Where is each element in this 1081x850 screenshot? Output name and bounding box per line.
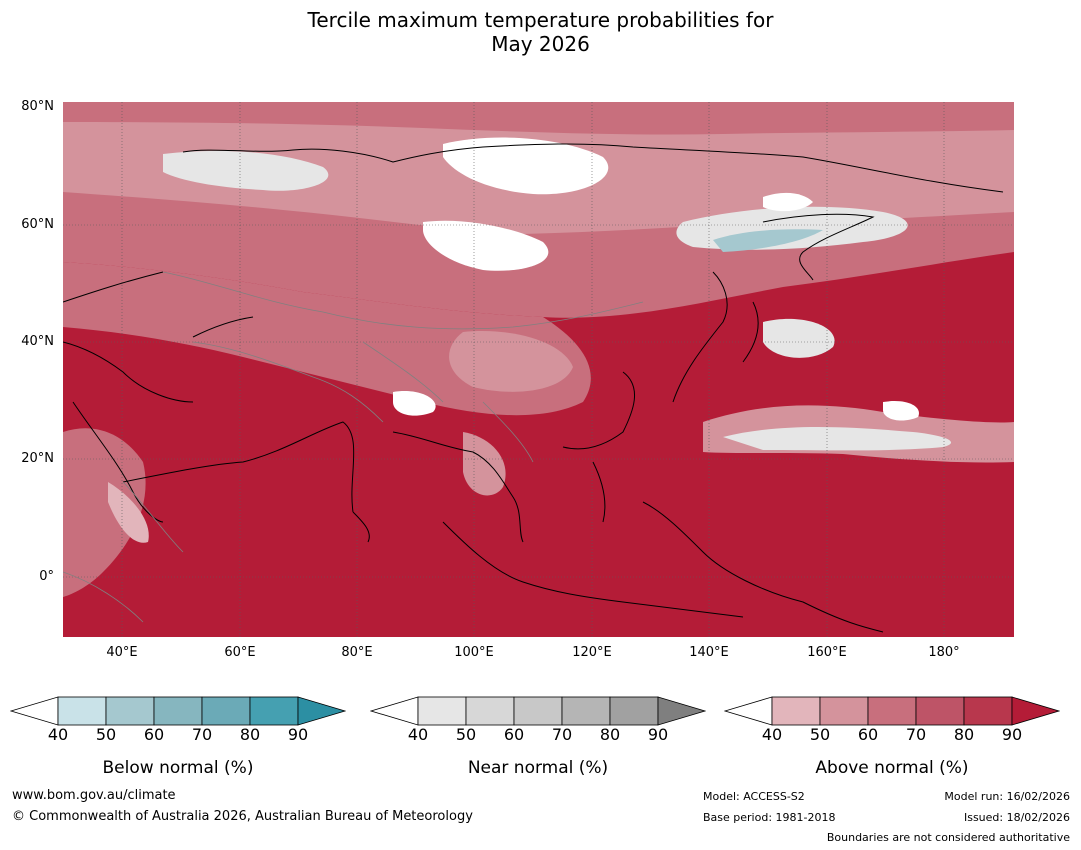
colorbar-above-bin-1 bbox=[771, 696, 821, 726]
title-line-2: May 2026 bbox=[491, 32, 590, 56]
colorbar-near-bin-3 bbox=[513, 696, 563, 726]
region-below-okhotsk bbox=[713, 229, 823, 252]
legend-below-title: Below normal (%) bbox=[102, 758, 254, 778]
map-coastlines bbox=[63, 143, 1004, 633]
colorbar-below-bin-2 bbox=[105, 696, 155, 726]
legend-above-tick-40: 40 bbox=[761, 725, 783, 744]
colorbar-below-bin-3 bbox=[153, 696, 203, 726]
colorbar-below-bin-4 bbox=[201, 696, 251, 726]
lat-label-60n: 60°N bbox=[21, 217, 54, 232]
footer-base-period: Base period: 1981-2018 bbox=[703, 811, 836, 824]
footer-model-run: Model run: 16/02/2026 bbox=[944, 790, 1070, 803]
colorbar-near-arrow-right bbox=[657, 696, 706, 726]
colorbar-near-bin-2 bbox=[465, 696, 515, 726]
legend-near-tick-70: 70 bbox=[551, 725, 573, 744]
lon-label-100e: 100°E bbox=[454, 645, 494, 660]
region-near-normal-pacific bbox=[723, 427, 952, 451]
legend-near-normal: 40 50 60 70 80 90 Near normal (%) bbox=[370, 694, 706, 784]
title-line-1: Tercile maximum temperature probabilitie… bbox=[307, 8, 774, 32]
legend-above-normal: 40 50 60 70 80 90 Above normal (%) bbox=[724, 694, 1060, 784]
legend-below-normal: 40 50 60 70 80 90 Below normal (%) bbox=[10, 694, 346, 784]
legend-near-tick-40: 40 bbox=[407, 725, 429, 744]
legend-below-tick-70: 70 bbox=[191, 725, 213, 744]
legend-near-tick-90: 90 bbox=[647, 725, 669, 744]
region-above-70-arabia bbox=[63, 428, 146, 597]
region-near-normal-west-siberia bbox=[163, 150, 329, 191]
lon-label-160e: 160°E bbox=[807, 645, 847, 660]
region-above-50-horn bbox=[108, 482, 149, 543]
colorbar-near-bin-5 bbox=[609, 696, 659, 726]
colorbar-above-bin-4 bbox=[915, 696, 965, 726]
legend-below-tick-80: 80 bbox=[239, 725, 261, 744]
colorbar-near-bin-4 bbox=[561, 696, 611, 726]
footer-copyright: © Commonwealth of Australia 2026, Austra… bbox=[12, 809, 473, 824]
region-white-kamchatka bbox=[763, 192, 813, 212]
colorbar-near-bin-1 bbox=[417, 696, 467, 726]
footer-model: Model: ACCESS-S2 bbox=[703, 790, 805, 803]
lat-label-40n: 40°N bbox=[21, 334, 54, 349]
lon-label-180: 180° bbox=[928, 645, 960, 660]
region-white-tibet bbox=[393, 391, 436, 416]
region-above-70-arctic bbox=[63, 102, 1014, 135]
colorbar-above-bin-2 bbox=[819, 696, 869, 726]
probability-map bbox=[63, 102, 1014, 637]
lon-label-140e: 140°E bbox=[689, 645, 729, 660]
legend-below-tick-50: 50 bbox=[95, 725, 117, 744]
legend-near-title: Near normal (%) bbox=[467, 758, 609, 778]
lat-label-80n: 80°N bbox=[21, 99, 54, 114]
colorbar-below-bin-1 bbox=[57, 696, 107, 726]
lon-label-60e: 60°E bbox=[224, 645, 256, 660]
footer-boundaries-note: Boundaries are not considered authoritat… bbox=[826, 831, 1070, 844]
legend-below-tick-90: 90 bbox=[287, 725, 309, 744]
region-white-pacific-east bbox=[883, 401, 919, 421]
lat-label-20n: 20°N bbox=[21, 451, 54, 466]
legend-above-tick-60: 60 bbox=[857, 725, 879, 744]
colorbar-above-arrow-right bbox=[1011, 696, 1060, 726]
colorbar-below-arrow-left bbox=[10, 696, 59, 726]
lat-label-0: 0° bbox=[39, 569, 54, 584]
colorbar-near-arrow-left bbox=[370, 696, 419, 726]
region-white-central-siberia bbox=[443, 137, 609, 195]
legend-near-tick-60: 60 bbox=[503, 725, 525, 744]
map-canvas bbox=[63, 102, 1014, 637]
legend-below-tick-60: 60 bbox=[143, 725, 165, 744]
legend-above-tick-80: 80 bbox=[953, 725, 975, 744]
region-white-lake-baikal bbox=[423, 220, 549, 271]
colorbar-above bbox=[724, 696, 1060, 726]
legend-above-tick-70: 70 bbox=[905, 725, 927, 744]
legend-near-tick-80: 80 bbox=[599, 725, 621, 744]
region-above-60-indochina bbox=[463, 432, 506, 496]
map-borders bbox=[63, 271, 644, 623]
legend-above-tick-90: 90 bbox=[1001, 725, 1023, 744]
lon-label-120e: 120°E bbox=[572, 645, 612, 660]
colorbar-below-arrow-right bbox=[297, 696, 346, 726]
footer-website: www.bom.gov.au/climate bbox=[12, 788, 176, 803]
legend-above-title: Above normal (%) bbox=[815, 758, 969, 778]
colorbar-below bbox=[10, 696, 346, 726]
lon-label-80e: 80°E bbox=[341, 645, 373, 660]
chart-title: Tercile maximum temperature probabilitie… bbox=[0, 8, 1081, 56]
colorbar-above-bin-5 bbox=[963, 696, 1013, 726]
region-above-60-mongolia bbox=[449, 331, 573, 392]
region-near-normal-japan-east bbox=[763, 318, 835, 358]
footer-issued: Issued: 18/02/2026 bbox=[963, 811, 1070, 824]
legend-above-tick-50: 50 bbox=[809, 725, 831, 744]
colorbar-above-bin-3 bbox=[867, 696, 917, 726]
legend-near-tick-50: 50 bbox=[455, 725, 477, 744]
legend-below-tick-40: 40 bbox=[47, 725, 69, 744]
colorbar-above-arrow-left bbox=[724, 696, 773, 726]
colorbar-near bbox=[370, 696, 706, 726]
lon-label-40e: 40°E bbox=[106, 645, 138, 660]
colorbar-below-bin-5 bbox=[249, 696, 299, 726]
